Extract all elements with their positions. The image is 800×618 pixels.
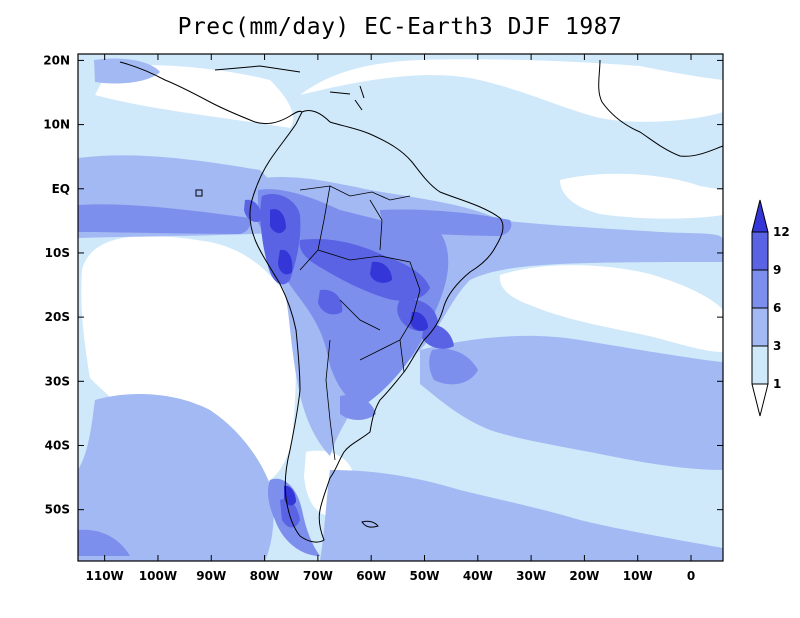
contour-field — [78, 54, 723, 561]
x-axis: 110W 100W 90W 80W 70W 60W 50W 40W 30W 20W 10W 0 — [86, 54, 695, 583]
africa-coastline — [598, 59, 723, 157]
x-tick-label: 50W — [410, 569, 440, 583]
x-tick-label: 30W — [516, 569, 546, 583]
colorbar: 1 3 6 9 12 — [751, 199, 790, 417]
y-tick-label: EQ — [52, 182, 70, 196]
precip-level-12 — [270, 208, 428, 506]
colorbar-segment — [751, 345, 769, 385]
y-tick-label: 20S — [45, 310, 70, 324]
colorbar-segment — [751, 231, 769, 271]
country-borders — [299, 185, 421, 461]
dry-area-eastern-atlantic — [560, 173, 723, 219]
x-tick-label: 110W — [86, 569, 124, 583]
caribbean-islands — [214, 65, 365, 111]
colorbar-segment — [751, 269, 769, 309]
coastlines — [119, 59, 723, 543]
x-tick-label: 0 — [687, 569, 695, 583]
dry-area-southeast-pacific — [81, 235, 296, 485]
map-title: Prec(mm/day) EC-Earth3 DJF 1987 — [177, 14, 623, 40]
colorbar-label: 1 — [773, 377, 781, 391]
dry-area-south-atlantic — [499, 265, 723, 352]
x-tick-label: 10W — [623, 569, 653, 583]
y-tick-label: 50S — [45, 503, 70, 517]
plot-frame — [77, 53, 724, 562]
colorbar-min-triangle — [751, 383, 769, 417]
colorbar-label: 6 — [773, 301, 781, 315]
y-axis: 20N 10N EQ 10S 20S 30S 40S 50S — [43, 53, 723, 517]
y-tick-label: 10N — [43, 118, 70, 132]
central-america-coastline — [119, 61, 303, 125]
y-tick-label: 10S — [45, 246, 70, 260]
x-tick-label: 20W — [569, 569, 599, 583]
x-tick-label: 90W — [196, 569, 226, 583]
x-tick-label: 60W — [356, 569, 386, 583]
x-tick-label: 40W — [463, 569, 493, 583]
y-tick-label: 30S — [45, 374, 70, 388]
y-tick-label: 20N — [43, 53, 70, 67]
dry-area-caribbean-atlantic — [300, 59, 723, 122]
galapagos — [195, 189, 203, 197]
y-tick-label: 40S — [45, 438, 70, 452]
x-tick-label: 80W — [250, 569, 280, 583]
falklands — [361, 520, 379, 528]
x-tick-label: 70W — [303, 569, 333, 583]
colorbar-label: 12 — [773, 225, 790, 239]
colorbar-max-triangle — [751, 199, 769, 233]
colorbar-label: 3 — [773, 339, 781, 353]
colorbar-segment — [751, 307, 769, 347]
colorbar-label: 9 — [773, 263, 781, 277]
south-america-coastline — [249, 109, 504, 543]
x-tick-label: 100W — [139, 569, 177, 583]
dry-area-north-pacific — [95, 64, 294, 128]
